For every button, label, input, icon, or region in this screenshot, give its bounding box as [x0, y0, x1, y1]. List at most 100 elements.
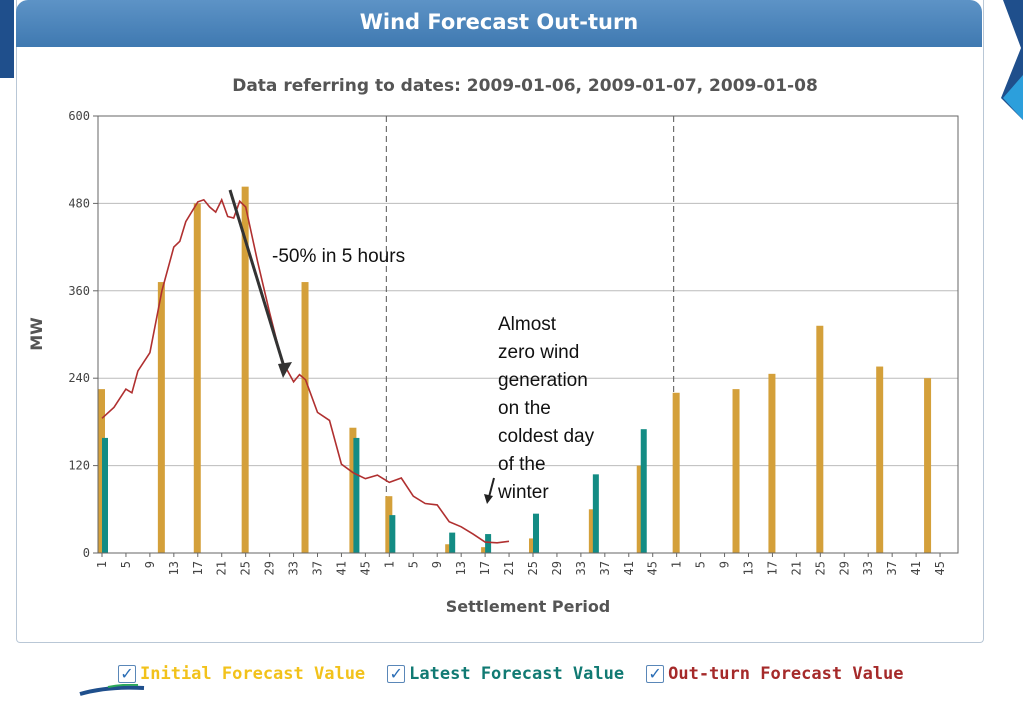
bar-initial — [816, 325, 824, 553]
bar-latest — [592, 474, 599, 553]
annotation-line: winter — [497, 482, 549, 503]
bar-initial — [768, 373, 776, 553]
x-tick-label: 45 — [646, 561, 660, 575]
x-tick-label: 21 — [789, 561, 803, 575]
bar-initial — [445, 544, 453, 553]
bar-initial — [385, 496, 393, 553]
y-axis-ticks: 0 120 240 360 480 600 — [68, 109, 98, 560]
x-tick-label: 25 — [813, 561, 827, 575]
bar-initial — [301, 282, 309, 553]
annotation-line: on the — [498, 398, 551, 419]
legend: ✓ Initial Forecast Value ✓ Latest Foreca… — [118, 660, 904, 688]
annotation-line: Almost — [498, 314, 557, 335]
bar-initial — [157, 282, 165, 553]
y-tick-label: 480 — [68, 196, 90, 210]
y-axis-label: MW — [27, 317, 46, 351]
bar-initial — [481, 547, 489, 553]
x-tick-label: 45 — [933, 561, 947, 575]
x-tick-label: 41 — [909, 561, 923, 575]
plot-frame — [97, 115, 959, 554]
bar-latest — [353, 437, 360, 553]
x-tick-label: 5 — [694, 561, 708, 568]
bar-initial — [528, 538, 536, 553]
x-tick-label: 41 — [334, 561, 348, 575]
x-tick-label: 25 — [239, 561, 253, 575]
bar-initial — [349, 427, 357, 553]
bottom-decoration — [79, 684, 145, 696]
x-tick-label: 21 — [215, 561, 229, 575]
bar-latest — [640, 429, 647, 553]
corner-decoration — [993, 0, 1023, 120]
x-tick-label: 29 — [837, 561, 851, 575]
low-wind-arrow-head — [484, 494, 493, 504]
x-tick-label: 17 — [478, 561, 492, 575]
bar-initial — [98, 389, 105, 553]
bar-initial — [924, 378, 932, 553]
bar-latest — [485, 534, 492, 553]
bar-initial — [636, 465, 644, 553]
bar-latest — [389, 515, 396, 553]
drop-arrow-line — [228, 189, 287, 371]
low-wind-annotation: Almost zero wind generation on the coldest d… — [497, 314, 595, 503]
legend-item-latest[interactable]: ✓ Latest Forecast Value — [387, 664, 624, 684]
y-tick-label: 600 — [68, 109, 90, 123]
page-title: Wind Forecast Out-turn — [16, 0, 982, 47]
checkbox-icon[interactable]: ✓ — [118, 665, 136, 683]
x-tick-label: 37 — [598, 561, 612, 575]
legend-label: Out-turn Forecast Value — [668, 664, 904, 684]
x-tick-label: 9 — [718, 561, 732, 568]
x-tick-label: 5 — [119, 561, 133, 568]
x-tick-label: 13 — [167, 561, 181, 575]
bar-latest — [449, 532, 456, 553]
y-tick-label: 120 — [68, 459, 90, 473]
x-tick-label: 13 — [454, 561, 468, 575]
checkbox-icon[interactable]: ✓ — [646, 665, 665, 683]
x-tick-label: 21 — [502, 561, 516, 575]
x-tick-label: 1 — [382, 561, 396, 568]
x-tick-label: 17 — [765, 561, 779, 575]
x-tick-label: 33 — [287, 561, 301, 575]
low-wind-arrow-line — [488, 477, 495, 498]
bar-initial — [732, 389, 740, 553]
wind-chart: Data referring to dates: 2009-01-06, 200… — [27, 76, 959, 616]
bar-initial — [588, 509, 596, 553]
y-tick-label: 360 — [68, 284, 90, 298]
x-tick-label: 41 — [622, 561, 636, 575]
legend-item-initial[interactable]: ✓ Initial Forecast Value — [118, 664, 365, 684]
x-tick-label: 5 — [406, 561, 420, 568]
chart-subtitle: Data referring to dates: 2009-01-06, 200… — [232, 76, 818, 96]
x-tick-label: 45 — [358, 561, 372, 575]
x-tick-label: 9 — [143, 561, 157, 568]
legend-item-outturn[interactable]: ✓ Out-turn Forecast Value — [646, 664, 904, 684]
x-tick-label: 33 — [861, 561, 875, 575]
x-tick-label: 13 — [741, 561, 755, 575]
drop-arrow-head — [278, 362, 292, 378]
x-tick-label: 33 — [574, 561, 588, 575]
x-tick-label: 1 — [95, 561, 109, 568]
bar-initial — [672, 392, 680, 553]
x-axis-label: Settlement Period — [446, 597, 611, 616]
legend-label: Latest Forecast Value — [409, 664, 625, 684]
bar-series — [98, 186, 932, 554]
annotation-line: zero wind — [498, 342, 579, 363]
annotation-line: of the — [498, 454, 546, 475]
left-accent-bar — [0, 0, 14, 78]
bar-initial — [241, 186, 249, 554]
drop-annotation: -50% in 5 hours — [272, 246, 405, 267]
annotation-line: generation — [498, 370, 588, 391]
x-tick-label: 37 — [310, 561, 324, 575]
x-tick-label: 17 — [191, 561, 205, 575]
x-tick-label: 29 — [263, 561, 277, 575]
y-tick-label: 0 — [83, 546, 90, 560]
x-tick-label: 1 — [670, 561, 684, 568]
x-tick-label: 29 — [550, 561, 564, 575]
bar-initial — [876, 366, 884, 553]
checkbox-icon[interactable]: ✓ — [387, 665, 406, 683]
x-tick-label: 9 — [430, 561, 444, 568]
x-tick-label: 25 — [526, 561, 540, 575]
legend-label: Initial Forecast Value — [140, 664, 366, 684]
bar-latest — [102, 437, 108, 553]
y-tick-label: 240 — [68, 371, 90, 385]
x-tick-label: 37 — [885, 561, 899, 575]
annotation-line: coldest day — [498, 426, 595, 447]
